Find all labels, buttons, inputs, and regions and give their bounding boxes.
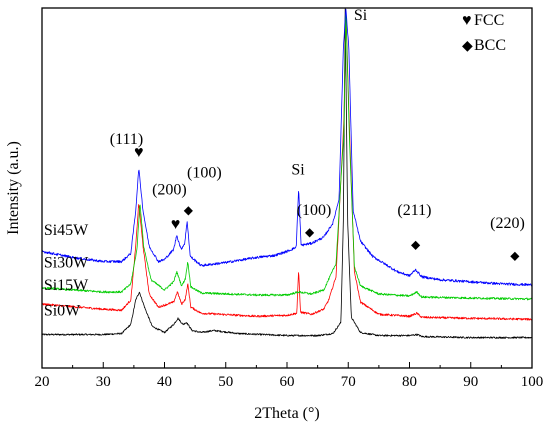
x-axis-ticks: 20 30 40 50 60 70 80 90 100 xyxy=(35,362,544,390)
x-tick-label: 70 xyxy=(341,374,356,390)
series-line-si0w xyxy=(42,8,532,339)
bcc-marker: ◆ xyxy=(184,203,194,217)
legend-bcc-label: BCC xyxy=(474,37,506,54)
series-label: Si15W xyxy=(44,277,89,294)
x-tick-label: 90 xyxy=(463,374,478,390)
peak-label: (200) xyxy=(152,182,187,199)
fcc-marker: ♥ xyxy=(134,144,144,161)
series-label: Si45W xyxy=(44,222,89,239)
x-tick-label: 80 xyxy=(402,374,417,390)
x-axis-label: 2Theta (°) xyxy=(254,405,319,422)
series-label: Si0W xyxy=(44,302,81,319)
legend: ♥ FCC ◆ BCC xyxy=(462,12,506,54)
legend-bcc-symbol: ◆ xyxy=(462,39,473,54)
legend-fcc-label: FCC xyxy=(474,12,504,29)
x-tick-label: 40 xyxy=(157,374,172,390)
series-line-si45w xyxy=(42,8,532,287)
peak-label: (100) xyxy=(187,164,222,181)
peak-label: (100) xyxy=(297,202,332,219)
x-tick-label: 20 xyxy=(35,374,50,390)
bcc-marker: ◆ xyxy=(510,248,520,262)
series-line-si30w xyxy=(42,11,532,301)
peak-label: (220) xyxy=(490,215,525,232)
legend-fcc-symbol: ♥ xyxy=(462,12,472,29)
series-label: Si30W xyxy=(44,255,89,272)
peak-label: (211) xyxy=(397,202,431,219)
x-tick-label: 30 xyxy=(96,374,111,390)
peak-label: Si xyxy=(291,161,305,178)
peak-label: Si xyxy=(354,7,368,24)
bcc-marker: ◆ xyxy=(411,237,421,251)
fcc-marker: ♥ xyxy=(171,216,181,233)
x-tick-label: 50 xyxy=(218,374,233,390)
series-line-si15w xyxy=(42,12,532,321)
plot-frame xyxy=(41,7,533,369)
x-tick-label: 60 xyxy=(280,374,295,390)
peak-label: (111) xyxy=(110,131,143,148)
series-curves xyxy=(42,8,532,339)
y-axis-label: Intensity (a.u.) xyxy=(5,141,22,235)
x-tick-label: 100 xyxy=(521,374,544,390)
bcc-marker: ◆ xyxy=(305,225,315,239)
